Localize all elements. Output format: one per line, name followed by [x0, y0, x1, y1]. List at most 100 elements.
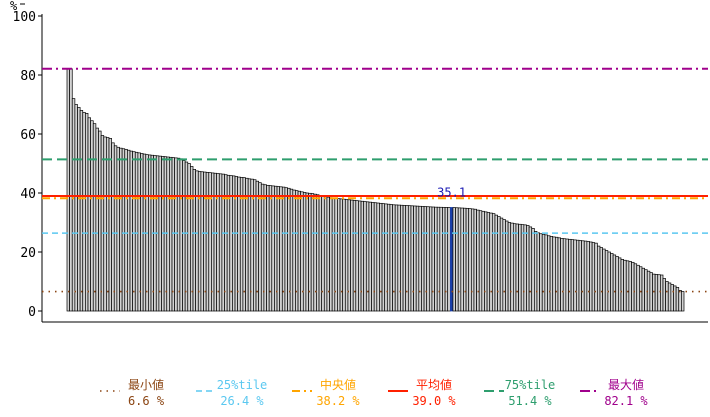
legend-name-median: 中央値 [320, 377, 356, 392]
bar [644, 269, 648, 312]
bar [292, 189, 296, 312]
bar [523, 224, 527, 312]
bar [113, 145, 118, 312]
bar [510, 222, 514, 312]
bar [491, 213, 496, 312]
bar [337, 198, 341, 312]
legend-value-max: 82.1 % [604, 394, 648, 408]
bar [79, 110, 84, 312]
bar [148, 154, 152, 312]
bar [481, 210, 485, 312]
bar [568, 238, 572, 312]
bar [98, 130, 102, 312]
bar [407, 205, 412, 312]
bar [281, 186, 286, 312]
bar [431, 206, 435, 312]
bar [544, 234, 548, 312]
bar [633, 263, 638, 312]
bar [376, 202, 380, 312]
bar [363, 201, 367, 312]
bar [171, 157, 175, 312]
bar [373, 202, 378, 312]
bar [326, 196, 330, 312]
bar [455, 207, 459, 312]
bar [389, 204, 393, 312]
legend-name-mean: 平均値 [416, 377, 452, 392]
bar [507, 222, 512, 312]
bar [166, 156, 170, 312]
bar [591, 242, 596, 312]
bar [323, 196, 328, 312]
bar [195, 170, 199, 312]
bar [597, 245, 601, 312]
bar [428, 206, 433, 312]
bar [413, 205, 417, 312]
bar [310, 193, 315, 312]
bar [379, 202, 383, 312]
bar [169, 156, 173, 312]
y-tick-label: 0 [28, 305, 36, 320]
bar [258, 182, 262, 312]
bar [203, 171, 207, 312]
bar [347, 199, 351, 312]
bar [594, 242, 598, 312]
bar [218, 173, 223, 312]
bar [615, 256, 619, 312]
bar [365, 201, 370, 312]
bar [190, 166, 194, 312]
bar [119, 147, 123, 312]
bar [554, 236, 559, 312]
bar [681, 291, 685, 312]
bar [103, 136, 107, 312]
y-tick-label: 100 [13, 10, 36, 25]
bar [82, 112, 86, 312]
bar [547, 235, 551, 312]
bar [358, 200, 362, 312]
bar [520, 224, 525, 312]
bars [66, 68, 685, 312]
bar [402, 205, 407, 312]
bar [578, 240, 582, 312]
bar [132, 151, 136, 312]
bar [468, 208, 472, 312]
bar [71, 98, 76, 312]
bar [66, 68, 70, 312]
bar [329, 197, 333, 312]
bar [211, 172, 215, 312]
legend-name-p25: 25%tile [217, 378, 268, 392]
bar [560, 238, 564, 312]
bar [610, 253, 614, 312]
bar [667, 282, 672, 312]
bar [205, 172, 210, 312]
y-tick-label: 60 [20, 128, 36, 143]
highlight-data-label: 35.1 [437, 185, 466, 199]
bar [583, 240, 588, 312]
bar [334, 197, 338, 312]
bar [287, 187, 291, 312]
bar [69, 68, 73, 312]
bar [415, 205, 420, 312]
bar [557, 237, 561, 312]
bar [352, 200, 357, 312]
bar [444, 207, 449, 312]
bar [216, 173, 220, 312]
bar [436, 206, 441, 312]
bar [484, 211, 488, 312]
bar [179, 158, 183, 312]
bar-highlight [449, 207, 454, 312]
bar [182, 160, 186, 312]
bar [641, 267, 645, 312]
bar [355, 200, 359, 312]
legend-name-p75: 75%tile [505, 378, 556, 392]
bar [426, 206, 430, 312]
bar [604, 250, 609, 312]
bar [284, 187, 288, 312]
bar [100, 135, 105, 312]
bar [85, 112, 89, 312]
bar [533, 231, 538, 312]
bar [515, 223, 519, 312]
reference-lines [42, 67, 708, 293]
bar [300, 191, 304, 312]
legend: 最小値 6.6 % 25%tile 26.4 % 中央値 38.2 % 平均値 39.0 % 7… [100, 377, 648, 408]
